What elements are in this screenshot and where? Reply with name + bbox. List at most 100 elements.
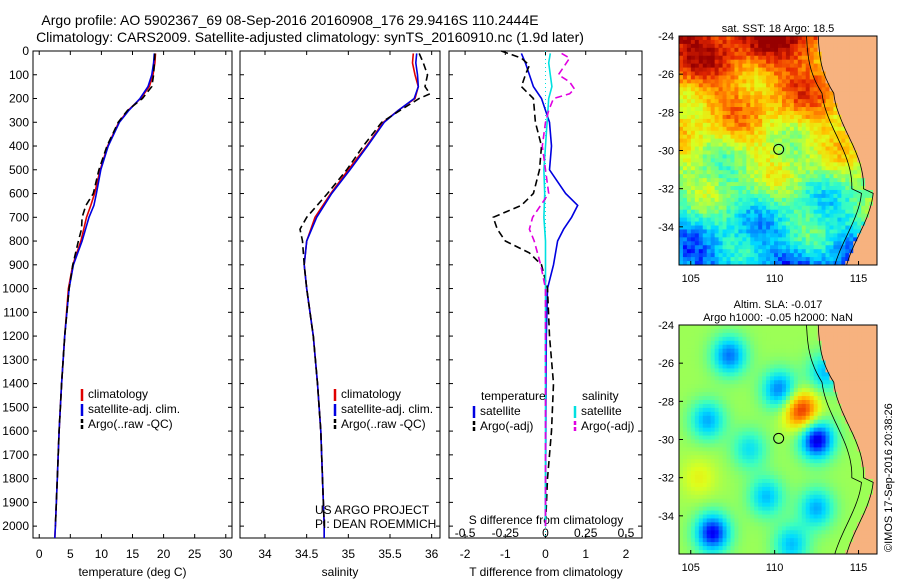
map-cell bbox=[770, 225, 775, 231]
map-cell bbox=[785, 356, 791, 362]
map-cell bbox=[778, 352, 783, 358]
map-cell bbox=[770, 372, 775, 377]
map-cell bbox=[762, 249, 767, 254]
map-cell bbox=[750, 118, 755, 124]
map-cell bbox=[781, 360, 787, 366]
map-cell bbox=[845, 233, 850, 238]
map-cell bbox=[809, 261, 815, 265]
map-cell bbox=[833, 396, 838, 401]
map-cell bbox=[789, 396, 795, 401]
map-cell bbox=[750, 241, 755, 246]
map-cell bbox=[750, 59, 755, 65]
map-cell bbox=[853, 91, 858, 96]
map-cell bbox=[873, 396, 877, 401]
map-cell bbox=[734, 400, 739, 405]
map-cell bbox=[873, 245, 877, 250]
map-cell bbox=[861, 376, 866, 381]
map-cell bbox=[809, 388, 815, 393]
map-cell bbox=[821, 384, 827, 389]
map-cell bbox=[742, 182, 747, 187]
map-cell bbox=[809, 431, 815, 437]
map-cell bbox=[805, 166, 811, 171]
map-cell bbox=[758, 372, 763, 377]
map-cell bbox=[785, 170, 791, 175]
legend-label: satellite-adj. clim. bbox=[341, 402, 433, 416]
map-cell bbox=[821, 229, 827, 235]
map-cell bbox=[718, 439, 724, 445]
map-cell bbox=[778, 193, 783, 199]
map-cell bbox=[698, 51, 704, 57]
map-cell bbox=[762, 253, 767, 258]
map-cell bbox=[829, 360, 835, 366]
map-cell bbox=[873, 455, 877, 460]
map-cell bbox=[837, 95, 842, 100]
map-cell bbox=[865, 43, 870, 49]
map-cell bbox=[710, 348, 716, 354]
map-cell bbox=[722, 403, 728, 409]
map-cell bbox=[801, 407, 807, 413]
map-cell bbox=[718, 142, 724, 148]
map-cell bbox=[734, 340, 739, 346]
map-cell bbox=[865, 118, 870, 124]
map-cell bbox=[726, 411, 732, 417]
map-cell bbox=[797, 154, 803, 159]
map-cell bbox=[742, 229, 747, 235]
map-cell bbox=[706, 205, 712, 211]
map-cell bbox=[770, 419, 775, 425]
map-cell bbox=[837, 189, 842, 195]
map-cell bbox=[789, 455, 795, 460]
map-cell bbox=[778, 95, 783, 100]
map-cell bbox=[694, 114, 700, 120]
map-cell bbox=[821, 103, 827, 108]
map-cell bbox=[781, 241, 787, 246]
map-cell bbox=[698, 463, 704, 468]
map-cell bbox=[694, 201, 700, 207]
map-cell bbox=[754, 217, 759, 223]
map-cell bbox=[845, 182, 850, 187]
map-cell bbox=[813, 174, 819, 179]
map-cell bbox=[742, 392, 747, 397]
map-cell bbox=[873, 209, 877, 215]
map-cell bbox=[829, 257, 835, 262]
map-cell bbox=[770, 134, 775, 140]
map-cell bbox=[833, 209, 838, 215]
map-cell bbox=[750, 419, 755, 425]
map-cell bbox=[730, 51, 736, 57]
map-cell bbox=[682, 107, 688, 112]
map-cell bbox=[833, 348, 838, 354]
map-cell bbox=[770, 55, 775, 61]
map-cell bbox=[714, 463, 720, 468]
map-cell bbox=[702, 257, 708, 262]
map-cell bbox=[754, 43, 759, 49]
map-cell bbox=[789, 451, 795, 456]
map-cell bbox=[841, 99, 846, 104]
map-cell bbox=[865, 83, 870, 88]
map-cell bbox=[793, 435, 799, 441]
map-cell bbox=[821, 253, 827, 258]
map-cell bbox=[817, 257, 823, 262]
map-cell bbox=[805, 142, 811, 148]
map-cell bbox=[813, 419, 819, 425]
map-cell bbox=[682, 384, 688, 389]
map-cell bbox=[694, 431, 700, 437]
map-cell bbox=[809, 114, 815, 120]
map-cell bbox=[750, 328, 755, 334]
map-cell bbox=[861, 439, 866, 445]
map-cell bbox=[766, 87, 771, 92]
map-cell bbox=[821, 257, 827, 262]
map-cell bbox=[778, 221, 783, 227]
map-cell bbox=[702, 403, 708, 409]
map-cell bbox=[718, 150, 724, 156]
map-cell bbox=[770, 99, 775, 104]
map-cell bbox=[754, 427, 759, 433]
map-cell bbox=[793, 67, 799, 73]
map-cell bbox=[722, 419, 728, 425]
map-cell bbox=[698, 344, 704, 350]
map-cell bbox=[750, 71, 755, 77]
map-cell bbox=[698, 47, 704, 53]
map-cell bbox=[813, 396, 819, 401]
map-cell bbox=[785, 154, 791, 159]
map-cell bbox=[869, 158, 874, 163]
map-cell bbox=[762, 170, 767, 175]
map-cell bbox=[766, 138, 771, 144]
